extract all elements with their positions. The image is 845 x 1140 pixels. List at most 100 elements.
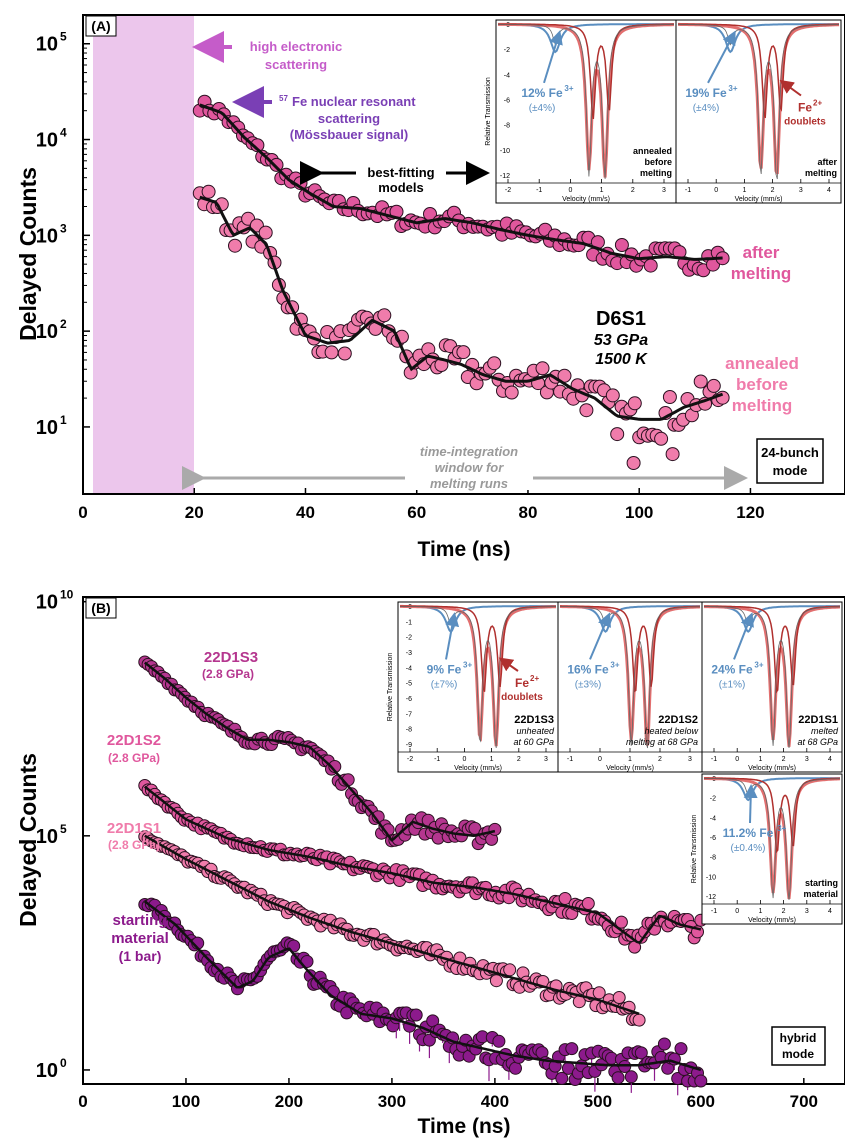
inset-ylabel: Relative Transmission	[387, 653, 394, 722]
inset-x-tick-label: 0	[735, 908, 739, 915]
inset-y-tick-label: -2	[406, 635, 412, 642]
series-22d1s2-name: 22D1S2	[107, 732, 161, 749]
x-tick-label: 500	[584, 1092, 612, 1111]
fe3-error: (±3%)	[575, 679, 602, 690]
inset-caption: starting	[805, 878, 838, 888]
inset-x-tick-label: -1	[567, 756, 573, 763]
after-melting-label-2: melting	[731, 264, 791, 283]
y-tick-label: 10	[36, 1060, 58, 1082]
fit-curve	[199, 195, 724, 421]
y-tick-label: 10	[36, 225, 58, 247]
data-point	[626, 456, 641, 470]
total-fit	[400, 606, 556, 749]
x-tick-label: 100	[625, 503, 653, 522]
inset-y-tick-label: -6	[710, 835, 716, 842]
fe3-label: 24% Fe	[711, 662, 753, 676]
data-point	[627, 396, 642, 411]
inset-y-tick-label: -4	[710, 815, 716, 822]
y-tick-label: 10	[36, 592, 58, 614]
fe3-sup: 3+	[754, 660, 763, 669]
time-window-label-1: time-integration	[420, 444, 518, 459]
data-point	[504, 385, 519, 400]
y-tick-label: 10	[36, 417, 58, 439]
inset-caption: 22D1S2	[658, 714, 698, 726]
inset-y-tick-label: -6	[406, 696, 412, 703]
inset-x-tick-label: 0	[598, 756, 602, 763]
time-window-label-3: melting runs	[430, 476, 508, 491]
fe3-error: (±4%)	[529, 103, 556, 114]
data-point	[269, 157, 284, 172]
inset-y-tick-label: -10	[706, 874, 716, 881]
x-tick-label: 120	[736, 503, 764, 522]
data-point	[228, 238, 242, 253]
panel-a-plot-frame	[82, 14, 845, 495]
sample-pressure: 53 GPa	[594, 332, 648, 349]
inset-xlabel: Velocity (mm/s)	[748, 765, 796, 772]
x-tick-label: 60	[407, 503, 426, 522]
fe3-error: (±1%)	[719, 679, 746, 690]
fe2-label: Fe	[515, 676, 529, 690]
total-fit	[703, 778, 840, 901]
total-fit	[560, 606, 701, 749]
fe2-component	[560, 605, 700, 693]
series-22d1s1-name: 22D1S1	[107, 820, 161, 837]
fe2-sub: doublets	[501, 692, 543, 703]
data-point	[201, 184, 216, 199]
inset-y-tick-label: -6	[504, 98, 510, 105]
data-point	[706, 378, 721, 393]
fe3-sup: 3+	[777, 824, 786, 833]
inset-x-tick-label: -1	[685, 187, 691, 194]
best-fit-label-2: models	[378, 180, 424, 195]
data-point	[555, 1071, 569, 1085]
inset-y-tick-label: -12	[500, 173, 510, 180]
data-point	[489, 974, 503, 988]
inset-caption: material	[803, 889, 838, 899]
y-tick-exponent: 2	[60, 317, 67, 331]
panel-a-label: (A)	[91, 18, 110, 34]
data-point	[632, 1013, 646, 1027]
fe3-arrow	[743, 784, 758, 824]
fe2-arrow	[498, 657, 519, 672]
inset-x-tick-label: 1	[628, 756, 632, 763]
inset-caption: after	[817, 157, 837, 167]
inset-xlabel: Velocity (mm/s)	[748, 917, 796, 924]
data-point	[377, 308, 392, 323]
sample-temperature: 1500 K	[595, 351, 648, 368]
data-point	[258, 225, 273, 240]
y-tick-label: 10	[36, 34, 58, 56]
inset-ylabel: Relative Transmission	[691, 815, 698, 884]
panel-b-data	[138, 655, 708, 1096]
fe2-sup: 2+	[813, 99, 822, 108]
y-tick-exponent: 5	[60, 822, 67, 836]
inset-x-tick-label: 1	[758, 908, 762, 915]
inset-x-tick-label: 2	[517, 756, 521, 763]
fe3-error: (±0.4%)	[731, 843, 766, 854]
inset-x-tick-label: 0	[462, 756, 466, 763]
data-point	[665, 447, 680, 462]
data-point	[614, 238, 629, 252]
fit-curve	[144, 785, 702, 945]
fe3-arrow	[707, 30, 736, 84]
inset-caption: 22D1S3	[514, 714, 554, 726]
fit-curve	[199, 103, 723, 261]
y-tick-exponent: 0	[60, 1056, 67, 1070]
inset-caption: at 68 GPa	[797, 737, 838, 747]
panel-a-xlabel: Time (ns)	[418, 538, 511, 561]
annealed-label-3: melting	[732, 396, 792, 415]
inset-y-tick-label: -5	[406, 681, 412, 688]
fe3-label: 9% Fe	[427, 662, 462, 676]
data-point	[634, 1046, 648, 1060]
mode-b-line-1: hybrid	[780, 1031, 817, 1045]
nuclear-line-2: scattering	[318, 111, 380, 126]
data-point	[487, 356, 502, 371]
total-fit	[498, 23, 674, 180]
data-point	[657, 1037, 671, 1051]
data-point	[674, 1042, 688, 1056]
fe2-component	[704, 777, 841, 854]
inset-x-tick-label: 2	[631, 187, 635, 194]
data-point	[492, 1034, 506, 1048]
series-starting-name-2: material	[111, 930, 169, 947]
